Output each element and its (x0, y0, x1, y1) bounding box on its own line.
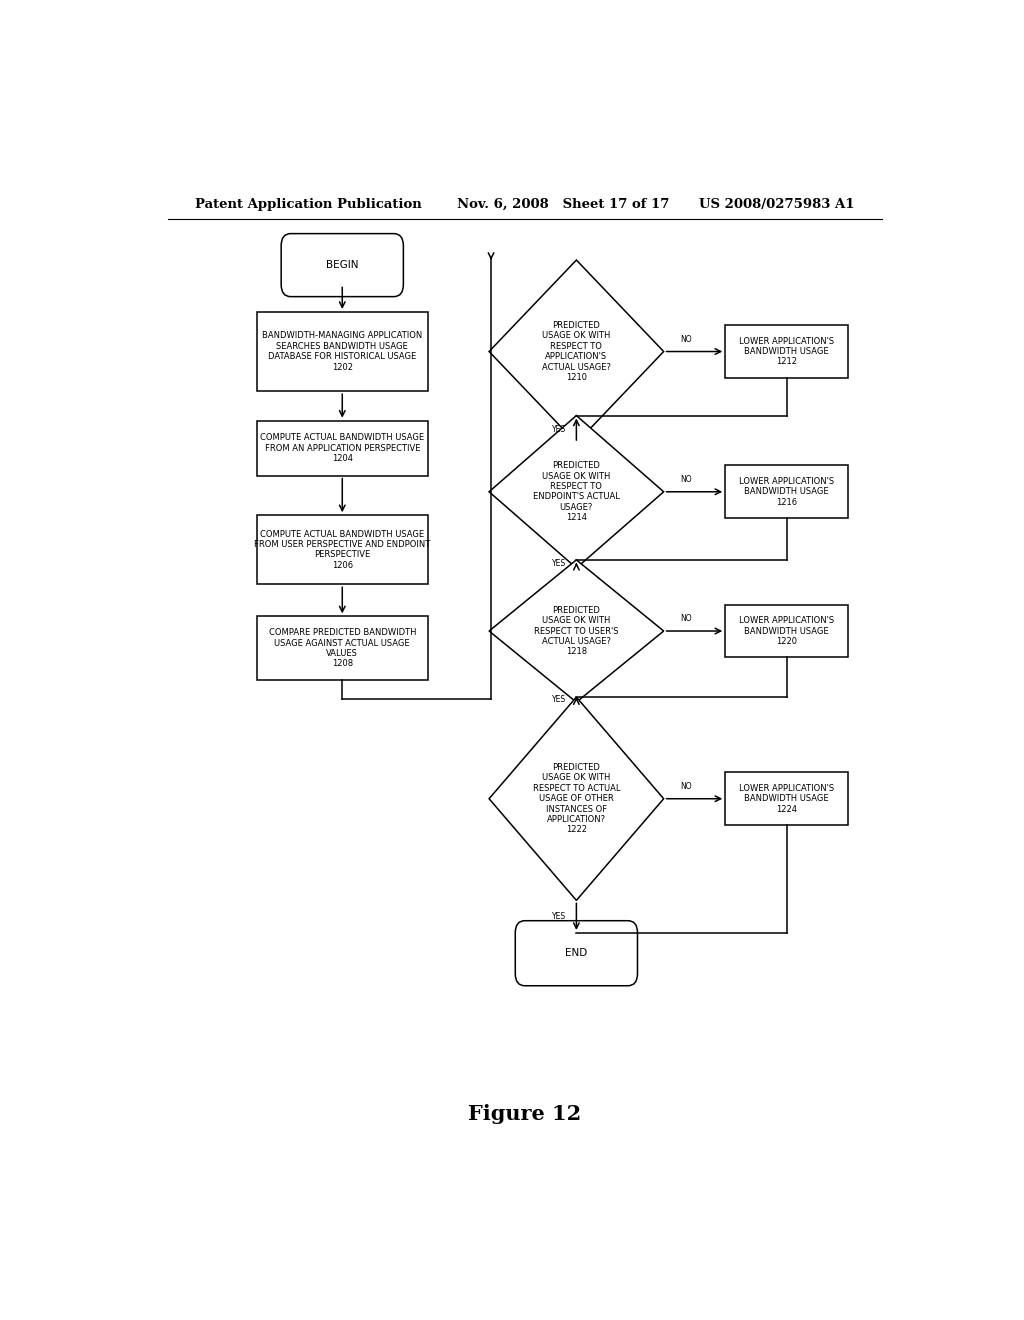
Text: YES: YES (552, 425, 566, 434)
Text: BANDWIDTH-MANAGING APPLICATION
SEARCHES BANDWIDTH USAGE
DATABASE FOR HISTORICAL : BANDWIDTH-MANAGING APPLICATION SEARCHES … (262, 331, 422, 372)
Text: COMPUTE ACTUAL BANDWIDTH USAGE
FROM AN APPLICATION PERSPECTIVE
1204: COMPUTE ACTUAL BANDWIDTH USAGE FROM AN A… (260, 433, 424, 463)
Bar (257, 312, 428, 391)
Text: NO: NO (681, 781, 692, 791)
Text: LOWER APPLICATION'S
BANDWIDTH USAGE
1212: LOWER APPLICATION'S BANDWIDTH USAGE 1212 (739, 337, 835, 367)
Text: PREDICTED
USAGE OK WITH
RESPECT TO USER'S
ACTUAL USAGE?
1218: PREDICTED USAGE OK WITH RESPECT TO USER'… (535, 606, 618, 656)
Text: YES: YES (552, 912, 566, 921)
Text: PREDICTED
USAGE OK WITH
RESPECT TO
APPLICATION'S
ACTUAL USAGE?
1210: PREDICTED USAGE OK WITH RESPECT TO APPLI… (542, 321, 611, 381)
Bar (725, 605, 848, 657)
Text: YES: YES (552, 560, 566, 569)
Polygon shape (489, 697, 664, 900)
Bar (257, 515, 428, 585)
FancyBboxPatch shape (515, 921, 638, 986)
Text: BEGIN: BEGIN (326, 260, 358, 271)
Text: Nov. 6, 2008   Sheet 17 of 17: Nov. 6, 2008 Sheet 17 of 17 (458, 198, 670, 211)
Bar (257, 421, 428, 475)
Bar (725, 466, 848, 519)
Text: COMPARE PREDICTED BANDWIDTH
USAGE AGAINST ACTUAL USAGE
VALUES
1208: COMPARE PREDICTED BANDWIDTH USAGE AGAINS… (268, 628, 416, 668)
Text: END: END (565, 948, 588, 958)
Polygon shape (489, 560, 664, 702)
Text: LOWER APPLICATION'S
BANDWIDTH USAGE
1216: LOWER APPLICATION'S BANDWIDTH USAGE 1216 (739, 477, 835, 507)
Bar (257, 616, 428, 680)
FancyBboxPatch shape (282, 234, 403, 297)
Bar (725, 772, 848, 825)
Text: NO: NO (681, 475, 692, 484)
Bar (725, 325, 848, 378)
Text: LOWER APPLICATION'S
BANDWIDTH USAGE
1220: LOWER APPLICATION'S BANDWIDTH USAGE 1220 (739, 616, 835, 645)
Text: PREDICTED
USAGE OK WITH
RESPECT TO
ENDPOINT'S ACTUAL
USAGE?
1214: PREDICTED USAGE OK WITH RESPECT TO ENDPO… (532, 461, 620, 523)
Polygon shape (489, 416, 664, 568)
Text: US 2008/0275983 A1: US 2008/0275983 A1 (699, 198, 855, 211)
Polygon shape (489, 260, 664, 444)
Text: YES: YES (552, 696, 566, 704)
Text: COMPUTE ACTUAL BANDWIDTH USAGE
FROM USER PERSPECTIVE AND ENDPOINT
PERSPECTIVE
12: COMPUTE ACTUAL BANDWIDTH USAGE FROM USER… (254, 529, 430, 570)
Text: NO: NO (681, 614, 692, 623)
Text: LOWER APPLICATION'S
BANDWIDTH USAGE
1224: LOWER APPLICATION'S BANDWIDTH USAGE 1224 (739, 784, 835, 813)
Text: NO: NO (681, 335, 692, 343)
Text: PREDICTED
USAGE OK WITH
RESPECT TO ACTUAL
USAGE OF OTHER
INSTANCES OF
APPLICATIO: PREDICTED USAGE OK WITH RESPECT TO ACTUA… (532, 763, 621, 834)
Text: Figure 12: Figure 12 (468, 1104, 582, 1123)
Text: Patent Application Publication: Patent Application Publication (196, 198, 422, 211)
